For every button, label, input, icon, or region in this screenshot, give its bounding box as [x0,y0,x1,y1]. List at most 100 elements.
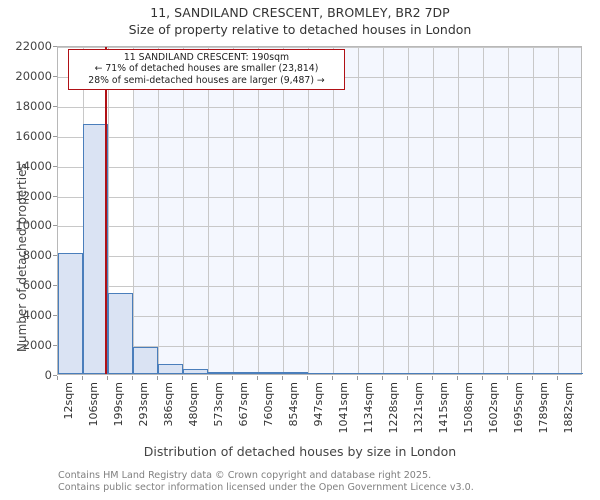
property-marker-line [104,47,107,374]
gridline-vertical [533,47,534,374]
x-axis-tick-label: 1041sqm [337,382,350,434]
y-axis-tick-label: 0 [44,368,52,382]
x-axis-tick-mark [482,376,483,380]
y-axis-tick-mark [53,165,57,167]
x-axis-tick-label: 573sqm [212,382,225,427]
x-axis-tick-mark [532,376,533,380]
annotation-box: 11 SANDILAND CRESCENT: 190sqm ← 71% of d… [68,49,345,91]
gridline-vertical [558,47,559,374]
gridline-vertical [208,47,209,374]
x-axis-tick-label: 667sqm [237,382,250,427]
gridline-horizontal [58,256,581,258]
gridline-vertical [308,47,309,374]
x-axis-tick-mark [132,376,133,380]
x-axis-tick-label: 947sqm [312,382,325,427]
x-axis-tick-label: 293sqm [137,382,150,427]
gridline-horizontal [58,196,581,198]
y-axis-tick-mark [53,285,57,287]
gridline-horizontal [58,106,581,108]
histogram-bar [258,372,283,374]
gridline-vertical [483,47,484,374]
histogram-bar [358,372,383,374]
x-axis-tick-mark [57,376,58,380]
x-axis-tick-label: 1508sqm [462,382,475,434]
x-axis-tick-label: 1789sqm [537,382,550,434]
x-axis-title: Distribution of detached houses by size … [143,444,457,459]
histogram-bar [408,372,433,374]
y-axis-tick-label: 4000 [22,308,52,323]
gridline-vertical [383,47,384,374]
y-axis-tick-label: 12000 [15,188,52,203]
x-axis-tick-label: 1228sqm [387,382,400,434]
y-axis-tick-mark [53,375,57,376]
x-axis-tick-mark [332,376,333,380]
y-axis-tick-label: 20000 [15,68,52,83]
x-axis-tick-label: 199sqm [112,382,125,427]
histogram-bar [158,363,183,374]
y-axis-title: Number of detached properties [15,163,29,352]
y-axis-tick-mark [53,225,57,227]
y-axis-tick-label: 14000 [15,158,52,173]
x-axis-tick-mark [557,376,558,380]
footer-line-2: Contains public sector information licen… [58,481,474,493]
x-axis-tick-label: 106sqm [87,382,100,427]
chart-title-block: 11, SANDILAND CRESCENT, BROMLEY, BR2 7DP… [0,4,600,39]
x-axis-tick-mark [282,376,283,380]
gridline-vertical [283,47,284,374]
histogram-bar [133,347,158,374]
y-axis-tick-label: 6000 [22,278,52,293]
x-axis-tick-label: 12sqm [62,382,75,420]
y-axis-tick-label: 16000 [15,128,52,143]
x-axis-tick-label: 480sqm [187,382,200,427]
x-axis-tick-label: 1321sqm [412,382,425,434]
x-axis-tick-label: 1602sqm [487,382,500,434]
y-axis-tick-mark [53,46,57,47]
footer-attribution: Contains HM Land Registry data © Crown c… [58,470,598,493]
x-axis-tick-mark [257,376,258,380]
x-axis-tick-mark [207,376,208,380]
histogram-bar [333,372,358,374]
histogram-bar [533,372,558,374]
y-axis-tick-label: 22000 [15,39,52,53]
y-axis-tick-label: 18000 [15,98,52,113]
gridline-horizontal [58,286,581,288]
y-axis-tick-mark [53,255,57,257]
histogram-bar [58,252,83,374]
gridline-vertical [358,47,359,374]
plot-area [57,46,583,375]
x-axis-tick-label: 1415sqm [437,382,450,434]
gridline-vertical [408,47,409,374]
x-axis-tick-label: 854sqm [287,382,300,427]
histogram-bar [183,368,208,374]
gridline-vertical [258,47,259,374]
chart-subtitle: Size of property relative to detached ho… [128,22,472,37]
annotation-line-1: 11 SANDILAND CRESCENT: 190sqm [123,52,290,63]
gridline-vertical [458,47,459,374]
x-axis-tick-mark [407,376,408,380]
histogram-bar [308,372,333,374]
gridline-horizontal [58,346,581,348]
gridline-vertical [133,47,134,374]
gridline-vertical [108,47,109,374]
y-axis-tick-label: 8000 [22,248,52,263]
x-axis-tick-mark [157,376,158,380]
y-axis-tick-mark [53,315,57,317]
histogram-bar [208,371,233,374]
annotation-line-3: 28% of semi-detached houses are larger (… [88,74,325,86]
x-axis-tick-label: 1695sqm [512,382,525,434]
histogram-bar [458,372,483,374]
histogram-bar [558,372,583,374]
page-title: 11, SANDILAND CRESCENT, BROMLEY, BR2 7DP [150,5,450,20]
y-axis-tick-label: 10000 [15,218,52,233]
x-axis-tick-label: 1134sqm [362,382,375,434]
gridline-vertical [183,47,184,374]
gridline-vertical [508,47,509,374]
x-axis-tick-label: 386sqm [162,382,175,427]
histogram-bar [483,372,508,374]
histogram-bar [433,372,458,374]
footer-line-1: Contains HM Land Registry data © Crown c… [58,470,432,481]
gridline-vertical [433,47,434,374]
x-axis-tick-mark [357,376,358,380]
x-axis-tick-mark [82,376,83,380]
histogram-bar [283,372,308,374]
